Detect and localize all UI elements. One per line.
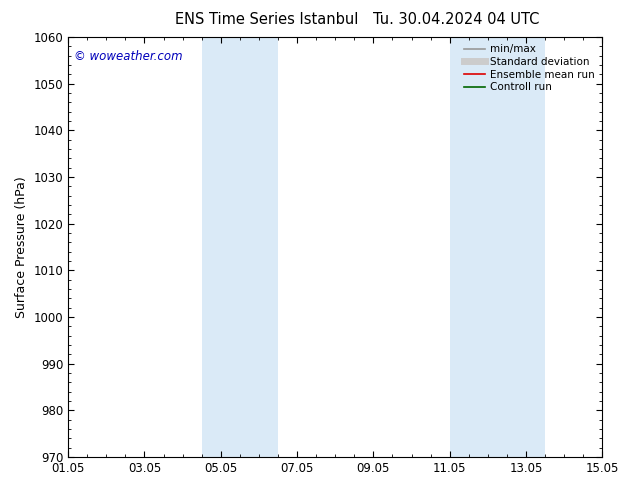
Bar (450, 37, 545, 457)
Y-axis label: Surface Pressure (hPa): Surface Pressure (hPa) (15, 176, 28, 318)
Legend: min/max, Standard deviation, Ensemble mean run, Controll run: min/max, Standard deviation, Ensemble me… (462, 42, 597, 95)
Text: © woweather.com: © woweather.com (74, 50, 182, 63)
Text: ENS Time Series Istanbul: ENS Time Series Istanbul (174, 12, 358, 27)
Text: Tu. 30.04.2024 04 UTC: Tu. 30.04.2024 04 UTC (373, 12, 540, 27)
Bar (202, 37, 278, 457)
